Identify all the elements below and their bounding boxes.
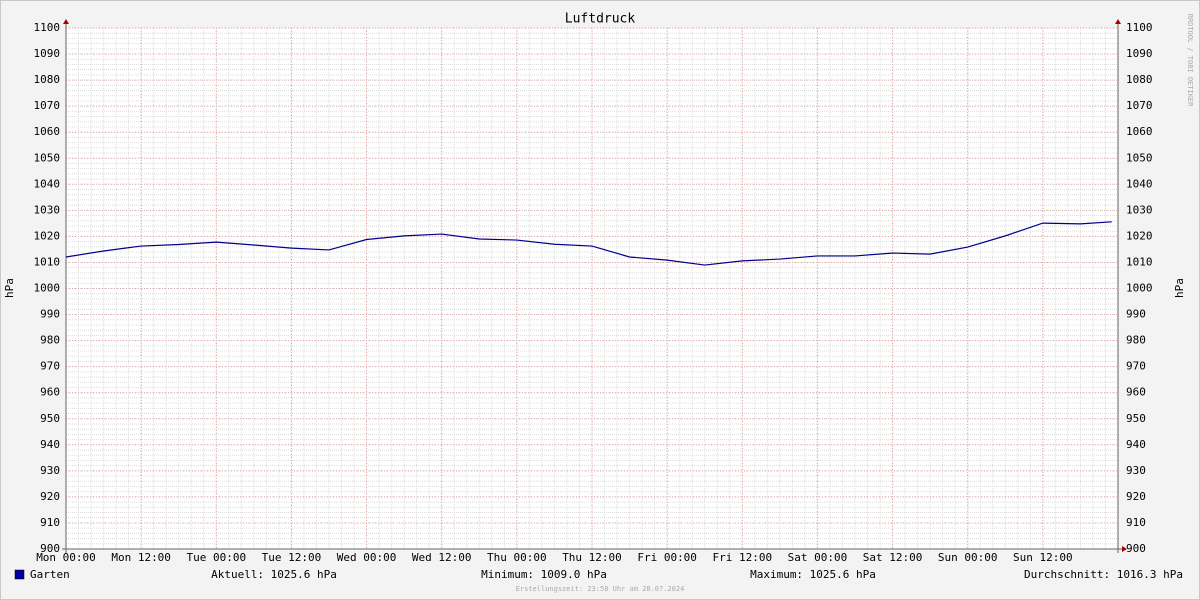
y2-tick-label: 1040 <box>1126 177 1153 190</box>
x-tick-label: Mon 00:00 <box>36 551 96 564</box>
y-tick-label: 1000 <box>34 282 61 295</box>
y2-tick-label: 970 <box>1126 360 1146 373</box>
y2-tick-label: 1020 <box>1126 229 1153 242</box>
x-tick-label: Tue 00:00 <box>186 551 246 564</box>
y2-tick-label: 1010 <box>1126 255 1153 268</box>
x-tick-label: Mon 12:00 <box>111 551 171 564</box>
axis-arrow <box>1115 19 1121 24</box>
data-line <box>65 221 1112 266</box>
y2-tick-label: 1030 <box>1126 203 1153 216</box>
y-tick-label: 1080 <box>34 73 61 86</box>
y2-tick-label: 1080 <box>1126 73 1153 86</box>
x-tick-label: Sun 12:00 <box>1013 551 1073 564</box>
legend-swatch <box>14 569 25 580</box>
y2-tick-label: 1060 <box>1126 125 1153 138</box>
y-tick-label: 950 <box>40 412 60 425</box>
y2-tick-label: 1000 <box>1126 282 1153 295</box>
stat-label: Maximum: 1025.6 hPa <box>750 568 876 581</box>
x-tick-label: Sun 00:00 <box>938 551 998 564</box>
y2-axis-label: hPa <box>1173 278 1186 298</box>
y2-tick-label: 930 <box>1126 464 1146 477</box>
y2-tick-label: 950 <box>1126 412 1146 425</box>
y-tick-label: 980 <box>40 334 60 347</box>
footer: Erstellungszeit: 23:58 Uhr am 28.07.2024 <box>516 585 685 593</box>
x-tick-label: Sat 12:00 <box>863 551 923 564</box>
y-tick-label: 910 <box>40 516 60 529</box>
y2-tick-label: 1070 <box>1126 99 1153 112</box>
y-tick-label: 1030 <box>34 203 61 216</box>
legend-label: Garten <box>30 568 70 581</box>
y-tick-label: 930 <box>40 464 60 477</box>
y2-tick-label: 940 <box>1126 438 1146 451</box>
y2-tick-label: 960 <box>1126 386 1146 399</box>
x-tick-label: Thu 00:00 <box>487 551 547 564</box>
stat-label: Minimum: 1009.0 hPa <box>481 568 607 581</box>
y-tick-label: 970 <box>40 360 60 373</box>
x-tick-label: Wed 00:00 <box>337 551 397 564</box>
y-tick-label: 1070 <box>34 99 61 112</box>
y2-tick-label: 900 <box>1126 542 1146 555</box>
y-tick-label: 1060 <box>34 125 61 138</box>
y-tick-label: 920 <box>40 490 60 503</box>
y-tick-label: 990 <box>40 308 60 321</box>
y2-tick-label: 910 <box>1126 516 1146 529</box>
y-axis-label: hPa <box>3 278 16 298</box>
y-tick-label: 940 <box>40 438 60 451</box>
x-tick-label: Wed 12:00 <box>412 551 472 564</box>
x-tick-label: Tue 12:00 <box>262 551 322 564</box>
x-tick-label: Sat 00:00 <box>788 551 848 564</box>
y-tick-label: 1040 <box>34 177 61 190</box>
chart-title: Luftdruck <box>565 12 636 27</box>
stat-label: Aktuell: 1025.6 hPa <box>211 568 337 581</box>
y-tick-label: 1100 <box>34 21 61 34</box>
y2-tick-label: 1100 <box>1126 21 1153 34</box>
y2-tick-label: 920 <box>1126 490 1146 503</box>
y-tick-label: 1090 <box>34 47 61 60</box>
x-tick-label: Fri 12:00 <box>712 551 772 564</box>
x-tick-label: Fri 00:00 <box>637 551 697 564</box>
y2-tick-label: 1090 <box>1126 47 1153 60</box>
y-tick-label: 960 <box>40 386 60 399</box>
axis-arrow <box>1122 546 1127 552</box>
axis-arrow <box>63 19 69 24</box>
y2-tick-label: 1050 <box>1126 151 1153 164</box>
x-tick-label: Thu 12:00 <box>562 551 622 564</box>
stat-label: Durchschnitt: 1016.3 hPa <box>1024 568 1183 581</box>
y2-tick-label: 990 <box>1126 308 1146 321</box>
y2-tick-label: 980 <box>1126 334 1146 347</box>
y-tick-label: 1010 <box>34 255 61 268</box>
y-tick-label: 1050 <box>34 151 61 164</box>
y-tick-label: 900 <box>40 542 60 555</box>
watermark: RRDTOOL / TOBI OETIKER <box>1186 14 1194 108</box>
y-tick-label: 1020 <box>34 229 61 242</box>
